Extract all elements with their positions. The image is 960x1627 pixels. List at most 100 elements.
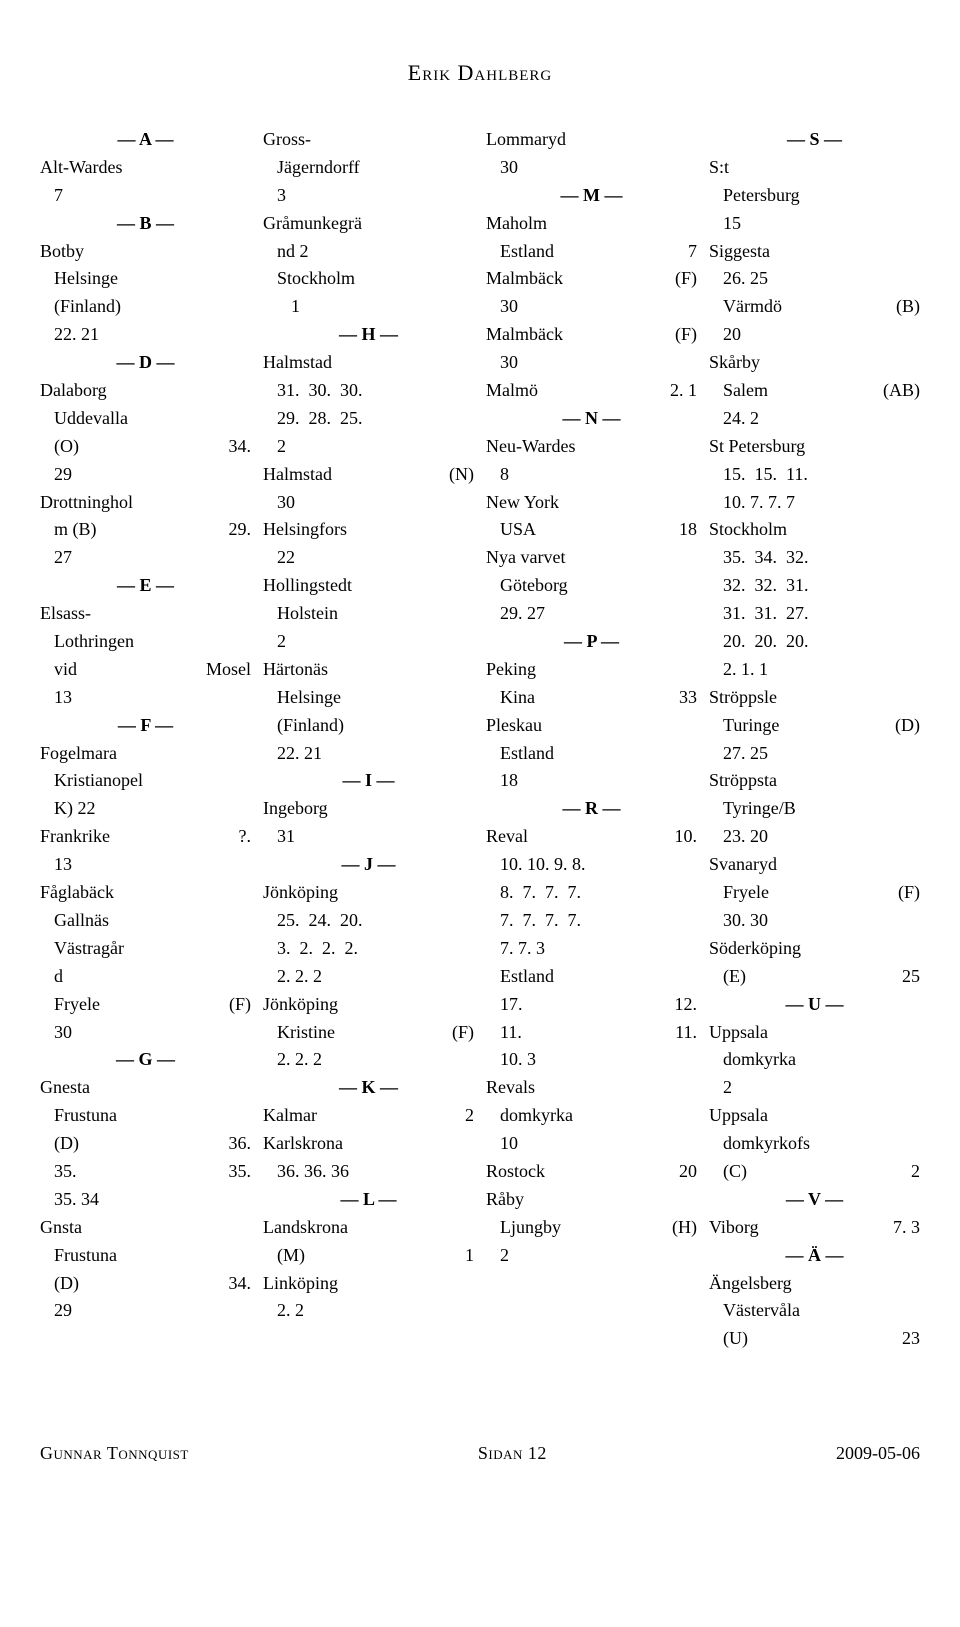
index-entry: (C)2 <box>709 1158 920 1186</box>
entry-text: Malmbäck <box>486 321 569 349</box>
column-4: — S —S:tPetersburg15Siggesta26. 25Värmdö… <box>709 126 920 1353</box>
index-entry: USA 18 <box>486 516 697 544</box>
index-entry: vidMosel <box>40 656 251 684</box>
index-entry: 30. 30 <box>709 907 920 935</box>
index-entry: Rostock20 <box>486 1158 697 1186</box>
entry-text: USA <box>500 516 542 544</box>
entry-text: 11. <box>500 1019 528 1047</box>
index-entry: 15 <box>709 210 920 238</box>
index-entry: 29. 28. 25. <box>263 405 474 433</box>
index-entry: Härtonäs <box>263 656 474 684</box>
index-entry: Skårby <box>709 349 920 377</box>
index-columns: — A —Alt-Wardes7— B —BotbyHelsinge(Finla… <box>40 126 920 1353</box>
index-entry: Alt-Wardes <box>40 154 251 182</box>
index-entry: Helsinge <box>40 265 251 293</box>
section-heading: — U — <box>709 991 920 1019</box>
index-entry: 7. 7. 3 <box>486 935 697 963</box>
index-entry: domkyrkofs <box>709 1130 920 1158</box>
index-entry: Viborg7. 3 <box>709 1214 920 1242</box>
index-entry: Gnsta <box>40 1214 251 1242</box>
entry-text: 17. <box>500 991 529 1019</box>
entry-ref: 34. <box>229 1270 252 1298</box>
index-entry: Svanaryd <box>709 851 920 879</box>
index-entry: Revals <box>486 1074 697 1102</box>
index-entry: (O)34. <box>40 433 251 461</box>
index-entry: Gråmunkegrä <box>263 210 474 238</box>
index-entry: Hollingstedt <box>263 572 474 600</box>
entry-text: Ljungby <box>500 1214 567 1242</box>
index-entry: Landskrona <box>263 1214 474 1242</box>
page-footer: Gunnar Tonnquist Sidan 12 2009-05-06 <box>40 1443 920 1464</box>
index-entry: Frustuna <box>40 1242 251 1270</box>
index-entry: 30 <box>486 349 697 377</box>
index-entry: 31. 31. 27. <box>709 600 920 628</box>
section-heading: — G — <box>40 1046 251 1074</box>
index-entry: Gross- <box>263 126 474 154</box>
index-entry: 29 <box>40 461 251 489</box>
entry-text: Fryele <box>54 991 106 1019</box>
index-entry: 25. 24. 20. <box>263 907 474 935</box>
index-entry: Tyringe/B <box>709 795 920 823</box>
section-heading: — Ä — <box>709 1242 920 1270</box>
index-entry: domkyrka <box>486 1102 697 1130</box>
section-heading: — N — <box>486 405 697 433</box>
index-entry: 8. 7. 7. 7. <box>486 879 697 907</box>
index-entry: Västervåla <box>709 1297 920 1325</box>
entry-ref: 11. <box>675 1019 697 1047</box>
index-entry: Jönköping <box>263 991 474 1019</box>
entry-ref: 29. <box>229 516 252 544</box>
index-entry: Gnesta <box>40 1074 251 1102</box>
index-entry: Malmbäck(F) <box>486 321 697 349</box>
section-heading: — D — <box>40 349 251 377</box>
footer-date: 2009-05-06 <box>836 1443 920 1464</box>
entry-ref: 2. 1 <box>670 377 697 405</box>
index-entry: Stockholm <box>263 265 474 293</box>
index-entry: Turinge(D) <box>709 712 920 740</box>
index-entry: 18 <box>486 767 697 795</box>
index-entry: 10 <box>486 1130 697 1158</box>
index-entry: Kristine(F) <box>263 1019 474 1047</box>
entry-text: Rostock <box>486 1158 551 1186</box>
entry-text: Kristine <box>277 1019 341 1047</box>
index-entry: 1 <box>263 293 474 321</box>
entry-ref: (H) <box>672 1214 697 1242</box>
index-entry: 22 <box>263 544 474 572</box>
index-entry: 2. 2. 2 <box>263 963 474 991</box>
entry-ref: 18 <box>679 516 697 544</box>
index-entry: Ingeborg <box>263 795 474 823</box>
index-entry: Lommaryd <box>486 126 697 154</box>
section-heading: — E — <box>40 572 251 600</box>
index-entry: Gallnäs <box>40 907 251 935</box>
entry-ref: 2 <box>465 1102 474 1130</box>
section-heading: — B — <box>40 210 251 238</box>
index-entry: Jönköping <box>263 879 474 907</box>
entry-text: Värmdö <box>723 293 788 321</box>
section-heading: — H — <box>263 321 474 349</box>
index-entry: Råby <box>486 1186 697 1214</box>
index-entry: 27 <box>40 544 251 572</box>
index-entry: Fryele(F) <box>40 991 251 1019</box>
section-heading: — K — <box>263 1074 474 1102</box>
entry-ref: (F) <box>898 879 920 907</box>
index-entry: 2. 1. 1 <box>709 656 920 684</box>
entry-ref: 33 <box>679 684 697 712</box>
index-entry: 10. 10. 9. 8. <box>486 851 697 879</box>
index-entry: (D)36. <box>40 1130 251 1158</box>
entry-text: Fryele <box>723 879 775 907</box>
entry-ref: 35. <box>229 1158 252 1186</box>
index-entry: Ströppsta <box>709 767 920 795</box>
index-entry: 29. 27 <box>486 600 697 628</box>
index-entry: Uddevalla <box>40 405 251 433</box>
index-entry: Helsinge <box>263 684 474 712</box>
entry-text: 35. <box>54 1158 83 1186</box>
footer-author: Gunnar Tonnquist <box>40 1443 189 1464</box>
index-entry: Estland7 <box>486 238 697 266</box>
entry-ref: 7 <box>688 238 697 266</box>
index-entry: 36. 36. 36 <box>263 1158 474 1186</box>
index-entry: Siggesta <box>709 238 920 266</box>
index-entry: 30 <box>40 1019 251 1047</box>
index-entry: Malmö2. 1 <box>486 377 697 405</box>
entry-text: Turinge <box>723 712 785 740</box>
index-entry: 22. 21 <box>40 321 251 349</box>
entry-ref: (AB) <box>883 377 920 405</box>
